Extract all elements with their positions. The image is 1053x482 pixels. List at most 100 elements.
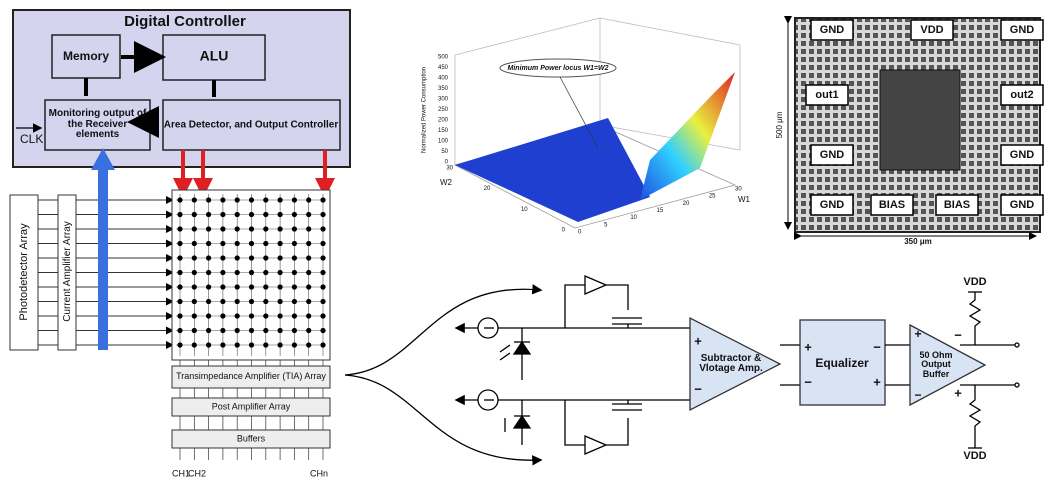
pad-label: GND <box>1010 24 1035 36</box>
minus-sign: − <box>873 339 881 354</box>
grid-node <box>278 328 283 333</box>
grid-node <box>220 270 225 275</box>
grid-node <box>249 313 254 318</box>
grid-node <box>249 270 254 275</box>
grid-node <box>220 241 225 246</box>
grid-node <box>206 255 211 260</box>
grid-node <box>278 342 283 347</box>
grid-node <box>292 284 297 289</box>
grid-node <box>306 197 311 202</box>
grid-node <box>220 328 225 333</box>
vdd-label: VDD <box>963 450 986 462</box>
minus-sign: − <box>914 388 921 402</box>
grid-node <box>220 299 225 304</box>
grid-node <box>263 212 268 217</box>
grid-node <box>278 197 283 202</box>
grid-node <box>220 212 225 217</box>
grid-node <box>306 270 311 275</box>
grid-node <box>278 212 283 217</box>
z-tick-label: 400 <box>438 76 449 82</box>
chip-layout: GNDVDDGNDout1out2GNDGNDGNDBIASBIASGND 50… <box>775 18 1043 246</box>
grid-node <box>220 342 225 347</box>
grid-node <box>292 328 297 333</box>
grid-node <box>292 299 297 304</box>
grid-node <box>278 226 283 231</box>
grid-node <box>235 197 240 202</box>
chip-height-label: 500 μm <box>775 111 784 138</box>
grid-node <box>306 226 311 231</box>
grid-node <box>306 299 311 304</box>
grid-node <box>235 255 240 260</box>
grid-node <box>177 226 182 231</box>
y-axis-label: W2 <box>440 178 453 187</box>
plot-annotation: Minimum Power locus W1=W2 <box>508 65 609 72</box>
z-axis-label: Normalized Power Consumption <box>422 67 428 153</box>
area-detector-label: Area Detector, and Output Controller <box>164 120 339 131</box>
grid-node <box>177 313 182 318</box>
grid-node <box>278 270 283 275</box>
memory-label: Memory <box>63 49 109 63</box>
grid-node <box>192 313 197 318</box>
pad-label: out1 <box>815 89 838 101</box>
z-tick-label: 300 <box>438 97 449 103</box>
grid-node <box>263 241 268 246</box>
grid-node <box>177 241 182 246</box>
grid-node <box>292 255 297 260</box>
grid-node <box>320 255 325 260</box>
grid-node <box>235 226 240 231</box>
grid-node <box>235 299 240 304</box>
grid-node <box>206 270 211 275</box>
pad-label: GND <box>820 149 845 161</box>
grid-node <box>263 342 268 347</box>
photodetector-label: Photodetector Array <box>18 223 30 321</box>
plus-sign: + <box>954 385 962 400</box>
grid-node <box>192 241 197 246</box>
grid-node <box>306 328 311 333</box>
pad-label: GND <box>1010 199 1035 211</box>
z-tick-label: 250 <box>438 107 449 113</box>
z-tick-label: 150 <box>438 128 449 134</box>
grid-node <box>263 328 268 333</box>
grid-node <box>306 284 311 289</box>
grid-node <box>177 212 182 217</box>
tia-label: Transimpedance Amplifier (TIA) Array <box>172 364 330 390</box>
post-amplifier-label: Post Amplifier Array <box>212 401 291 411</box>
alu-label: ALU <box>200 48 229 64</box>
x-tick-label: 0 <box>578 230 582 236</box>
grid-node <box>192 284 197 289</box>
grid-node <box>206 342 211 347</box>
grid-node <box>192 299 197 304</box>
grid-node <box>220 226 225 231</box>
equalizer-label: Equalizer <box>815 356 869 370</box>
grid-node <box>320 313 325 318</box>
y-tick-label: 10 <box>521 207 528 213</box>
grid-node <box>306 313 311 318</box>
y-tick-label: 30 <box>446 166 453 172</box>
z-tick-label: 200 <box>438 118 449 124</box>
grid-node <box>292 270 297 275</box>
grid-node <box>249 241 254 246</box>
grid-node <box>263 255 268 260</box>
grid-node <box>192 197 197 202</box>
x-tick-label: 30 <box>735 187 742 193</box>
grid-node <box>206 197 211 202</box>
grid-node <box>306 255 311 260</box>
grid-node <box>235 328 240 333</box>
grid-node <box>177 342 182 347</box>
grid-node <box>292 241 297 246</box>
x-axis-label: W1 <box>738 195 751 204</box>
grid-node <box>249 328 254 333</box>
grid-node <box>249 284 254 289</box>
grid-node <box>320 284 325 289</box>
grid-node <box>220 197 225 202</box>
plus-sign: + <box>873 374 881 389</box>
grid-node <box>235 313 240 318</box>
digital-controller: Digital Controller Memory ALU Monitoring… <box>13 10 350 167</box>
controller-title: Digital Controller <box>124 13 246 30</box>
pad-label: GND <box>1010 149 1035 161</box>
grid-node <box>249 212 254 217</box>
grid-node <box>292 226 297 231</box>
minus-sign: − <box>804 374 812 389</box>
grid-node <box>278 313 283 318</box>
grid-node <box>192 212 197 217</box>
